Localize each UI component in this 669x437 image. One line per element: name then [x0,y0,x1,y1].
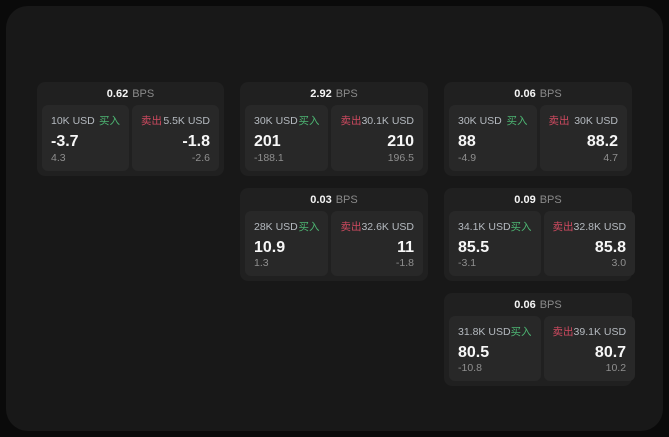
sell-delta: 3.0 [611,257,627,269]
buy-price: -3.7 [51,133,79,150]
buy-delta: -4.9 [458,152,477,164]
panel-row: 30K USD 买入 201 -188.1 卖出 30.1K USD 210 1… [245,105,423,171]
sell-price: 210 [387,133,414,150]
panel-row: 10K USD 买入 -3.7 4.3 卖出 5.5K USD -1.8 -2.… [42,105,219,171]
bps-unit-label: BPS [132,87,155,100]
bps-unit-label: BPS [335,193,358,206]
sell-panel[interactable]: 卖出 30.1K USD 210 196.5 [331,105,423,171]
sell-size: 5.5K USD [163,115,210,127]
sell-price: 80.7 [594,344,627,361]
bps-value: 0.06 [514,298,536,311]
bps-value: 0.03 [310,193,332,206]
sell-side-label: 卖出 [548,115,570,127]
buy-delta: -188.1 [254,152,284,164]
buy-price: 80.5 [458,344,490,361]
buy-price: 85.5 [458,239,490,256]
buy-price: 201 [254,133,281,150]
card-header: 0.06 BPS [449,82,627,105]
bps-value: 0.06 [514,87,536,100]
buy-side-label: 买入 [510,221,532,233]
buy-delta: 4.3 [51,152,66,164]
buy-price: 10.9 [254,239,286,256]
sell-delta: -2.6 [191,152,210,164]
buy-side-label: 买入 [298,115,320,127]
panel-row: 31.8K USD 买入 80.5 -10.8 卖出 39.1K USD 80.… [449,316,636,381]
bps-unit-label: BPS [539,298,562,311]
buy-panel[interactable]: 28K USD 买入 10.9 1.3 [245,211,329,276]
buy-size: 30K USD [458,115,502,127]
sell-size: 39.1K USD [573,326,627,338]
sell-delta: 196.5 [387,152,414,164]
sell-panel[interactable]: 卖出 5.5K USD -1.8 -2.6 [132,105,219,171]
card-header: 0.06 BPS [449,293,627,316]
quote-card-5: 0.09 BPS 34.1K USD 买入 85.5 -3.1 卖出 32.8K… [444,188,636,281]
buy-side-label: 买入 [298,221,320,233]
buy-panel[interactable]: 30K USD 买入 201 -188.1 [245,105,329,171]
sell-side-label: 卖出 [141,115,162,127]
sell-panel[interactable]: 卖出 39.1K USD 80.7 10.2 [543,316,636,381]
bps-value: 0.62 [106,87,129,100]
sell-side-label: 卖出 [552,221,574,233]
sell-size: 32.8K USD [573,221,627,233]
buy-side-label: 买入 [510,326,532,338]
sell-size: 30.1K USD [361,115,414,127]
buy-size: 34.1K USD [458,221,511,233]
buy-delta: 1.3 [254,257,269,269]
bps-unit-label: BPS [335,87,358,100]
buy-panel[interactable]: 31.8K USD 买入 80.5 -10.8 [449,316,541,381]
card-header: 0.09 BPS [449,188,627,211]
sell-delta: -1.8 [395,257,414,269]
sell-side-label: 卖出 [340,115,362,127]
card-header: 2.92 BPS [245,82,423,105]
buy-size: 10K USD [51,115,95,127]
buy-panel[interactable]: 30K USD 买入 88 -4.9 [449,105,537,171]
buy-size: 31.8K USD [458,326,511,338]
sell-delta: 10.2 [605,362,627,374]
sell-price: 85.8 [594,239,627,256]
bps-unit-label: BPS [539,87,562,100]
sell-price: -1.8 [182,133,210,150]
buy-side-label: 买入 [506,115,528,127]
sell-delta: 4.7 [603,152,618,164]
buy-side-label: 买入 [99,115,120,127]
panel-row: 30K USD 买入 88 -4.9 卖出 30K USD 88.2 4.7 [449,105,627,171]
sell-price: 11 [397,239,414,256]
bps-value: 0.09 [514,193,536,206]
app-window: 0.62 BPS 10K USD 买入 -3.7 4.3 卖出 5.5K USD… [6,6,663,431]
buy-panel[interactable]: 10K USD 买入 -3.7 4.3 [42,105,129,171]
buy-price: 88 [458,133,476,150]
bps-value: 2.92 [310,87,332,100]
buy-delta: -3.1 [458,257,477,269]
panel-row: 28K USD 买入 10.9 1.3 卖出 32.6K USD 11 -1.8 [245,211,423,276]
card-header: 0.62 BPS [42,82,219,105]
sell-panel[interactable]: 卖出 32.8K USD 85.8 3.0 [543,211,636,276]
sell-price: 88.2 [586,133,618,150]
quote-card-2: 2.92 BPS 30K USD 买入 201 -188.1 卖出 30.1K … [240,82,428,176]
sell-panel[interactable]: 卖出 30K USD 88.2 4.7 [539,105,627,171]
quote-card-6: 0.06 BPS 31.8K USD 买入 80.5 -10.8 卖出 39.1… [444,293,636,386]
bps-unit-label: BPS [539,193,562,206]
sell-side-label: 卖出 [552,326,574,338]
buy-size: 30K USD [254,115,298,127]
card-header: 0.03 BPS [245,188,423,211]
quote-card-1: 0.62 BPS 10K USD 买入 -3.7 4.3 卖出 5.5K USD… [37,82,224,176]
sell-side-label: 卖出 [340,221,362,233]
buy-delta: -10.8 [458,362,482,374]
buy-size: 28K USD [254,221,298,233]
buy-panel[interactable]: 34.1K USD 买入 85.5 -3.1 [449,211,541,276]
quote-card-4: 0.03 BPS 28K USD 买入 10.9 1.3 卖出 32.6K US… [240,188,428,281]
sell-size: 32.6K USD [361,221,414,233]
panel-row: 34.1K USD 买入 85.5 -3.1 卖出 32.8K USD 85.8… [449,211,636,276]
sell-size: 30K USD [574,115,618,127]
sell-panel[interactable]: 卖出 32.6K USD 11 -1.8 [331,211,423,276]
quote-card-3: 0.06 BPS 30K USD 买入 88 -4.9 卖出 30K USD 8… [444,82,632,176]
